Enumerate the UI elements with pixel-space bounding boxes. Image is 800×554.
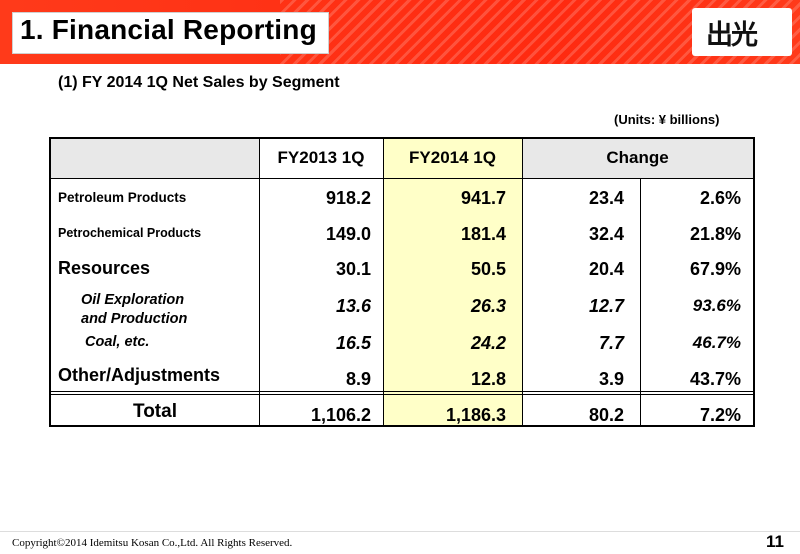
units-note: (Units: ¥ billions)	[614, 112, 720, 127]
page-number: 11	[766, 532, 784, 551]
cell-total-fy2014: 1,186.3	[445, 405, 506, 425]
copyright-text: Copyright©2014 Idemitsu Kosan Co.,Ltd. A…	[12, 537, 293, 549]
grid-vline	[522, 139, 523, 425]
header-cell-blank	[51, 139, 259, 178]
cell-fy2014: 12.8	[470, 369, 506, 389]
cell-fy2013: 16.5	[335, 333, 371, 353]
cell-fy2013: 149.0	[325, 224, 371, 244]
cell-fy2013: 918.2	[325, 188, 371, 208]
row-label-petroleum: Petroleum Products	[58, 190, 187, 205]
cell-fy2014: 181.4	[460, 224, 506, 244]
grid-vline	[640, 178, 641, 425]
grid-hline	[51, 394, 753, 395]
cell-change: 3.9	[598, 369, 624, 389]
title-box	[12, 12, 329, 54]
column-header-fy2013: FY2013 1Q	[277, 148, 365, 167]
cell-change: 12.7	[588, 296, 624, 316]
cell-change-pct: 21.8%	[689, 224, 741, 244]
row-label-other-adjustments: Other/Adjustments	[58, 365, 221, 385]
cell-change: 7.7	[598, 333, 624, 353]
cell-change-pct: 43.7%	[689, 369, 741, 389]
net-sales-table: FY2013 1Q FY2014 1Q Change Petroleum Pro…	[49, 137, 755, 427]
cell-change: 20.4	[588, 259, 624, 279]
column-header-change: Change	[606, 148, 669, 167]
logo-box	[692, 8, 792, 56]
row-label-petrochemical: Petrochemical Products	[58, 226, 202, 240]
cell-change-pct: 46.7%	[692, 333, 741, 352]
grid-hline	[51, 178, 753, 179]
cell-fy2013: 30.1	[335, 259, 371, 279]
cell-fy2014: 26.3	[470, 296, 506, 316]
cell-change: 23.4	[588, 188, 624, 208]
cell-change-pct: 67.9%	[689, 259, 741, 279]
cell-fy2014: 24.2	[470, 333, 506, 353]
row-label-oil-exploration-line2: and Production	[81, 311, 188, 327]
row-label-resources: Resources	[58, 258, 151, 278]
cell-fy2013: 8.9	[345, 369, 371, 389]
grid-vline	[383, 139, 384, 425]
cell-fy2014: 941.7	[460, 188, 506, 208]
cell-change-pct: 2.6%	[699, 188, 741, 208]
grid-hline	[51, 391, 753, 392]
column-header-fy2014: FY2014 1Q	[409, 148, 496, 167]
header-bar: 1. Financial Reporting 出光	[0, 0, 800, 64]
cell-change-pct: 93.6%	[692, 296, 741, 315]
row-label-coal: Coal, etc.	[85, 334, 150, 350]
section-subtitle: (1) FY 2014 1Q Net Sales by Segment	[58, 74, 340, 91]
row-label-total: Total	[133, 401, 177, 422]
grid-vline	[259, 139, 260, 425]
row-label-oil-exploration: Oil Exploration	[81, 292, 185, 308]
page-title: 1. Financial Reporting	[20, 14, 317, 45]
cell-fy2014: 50.5	[470, 259, 506, 279]
cell-change: 32.4	[588, 224, 624, 244]
cell-total-change: 80.2	[588, 405, 624, 425]
cell-total-fy2013: 1,106.2	[310, 405, 371, 425]
cell-total-change-pct: 7.2%	[699, 405, 741, 425]
header-cell-change-bg	[522, 139, 753, 178]
cell-fy2013: 13.6	[335, 296, 371, 316]
fy2014-highlight-column	[383, 139, 522, 425]
footer-divider	[0, 531, 800, 532]
company-logo: 出光	[706, 20, 758, 51]
